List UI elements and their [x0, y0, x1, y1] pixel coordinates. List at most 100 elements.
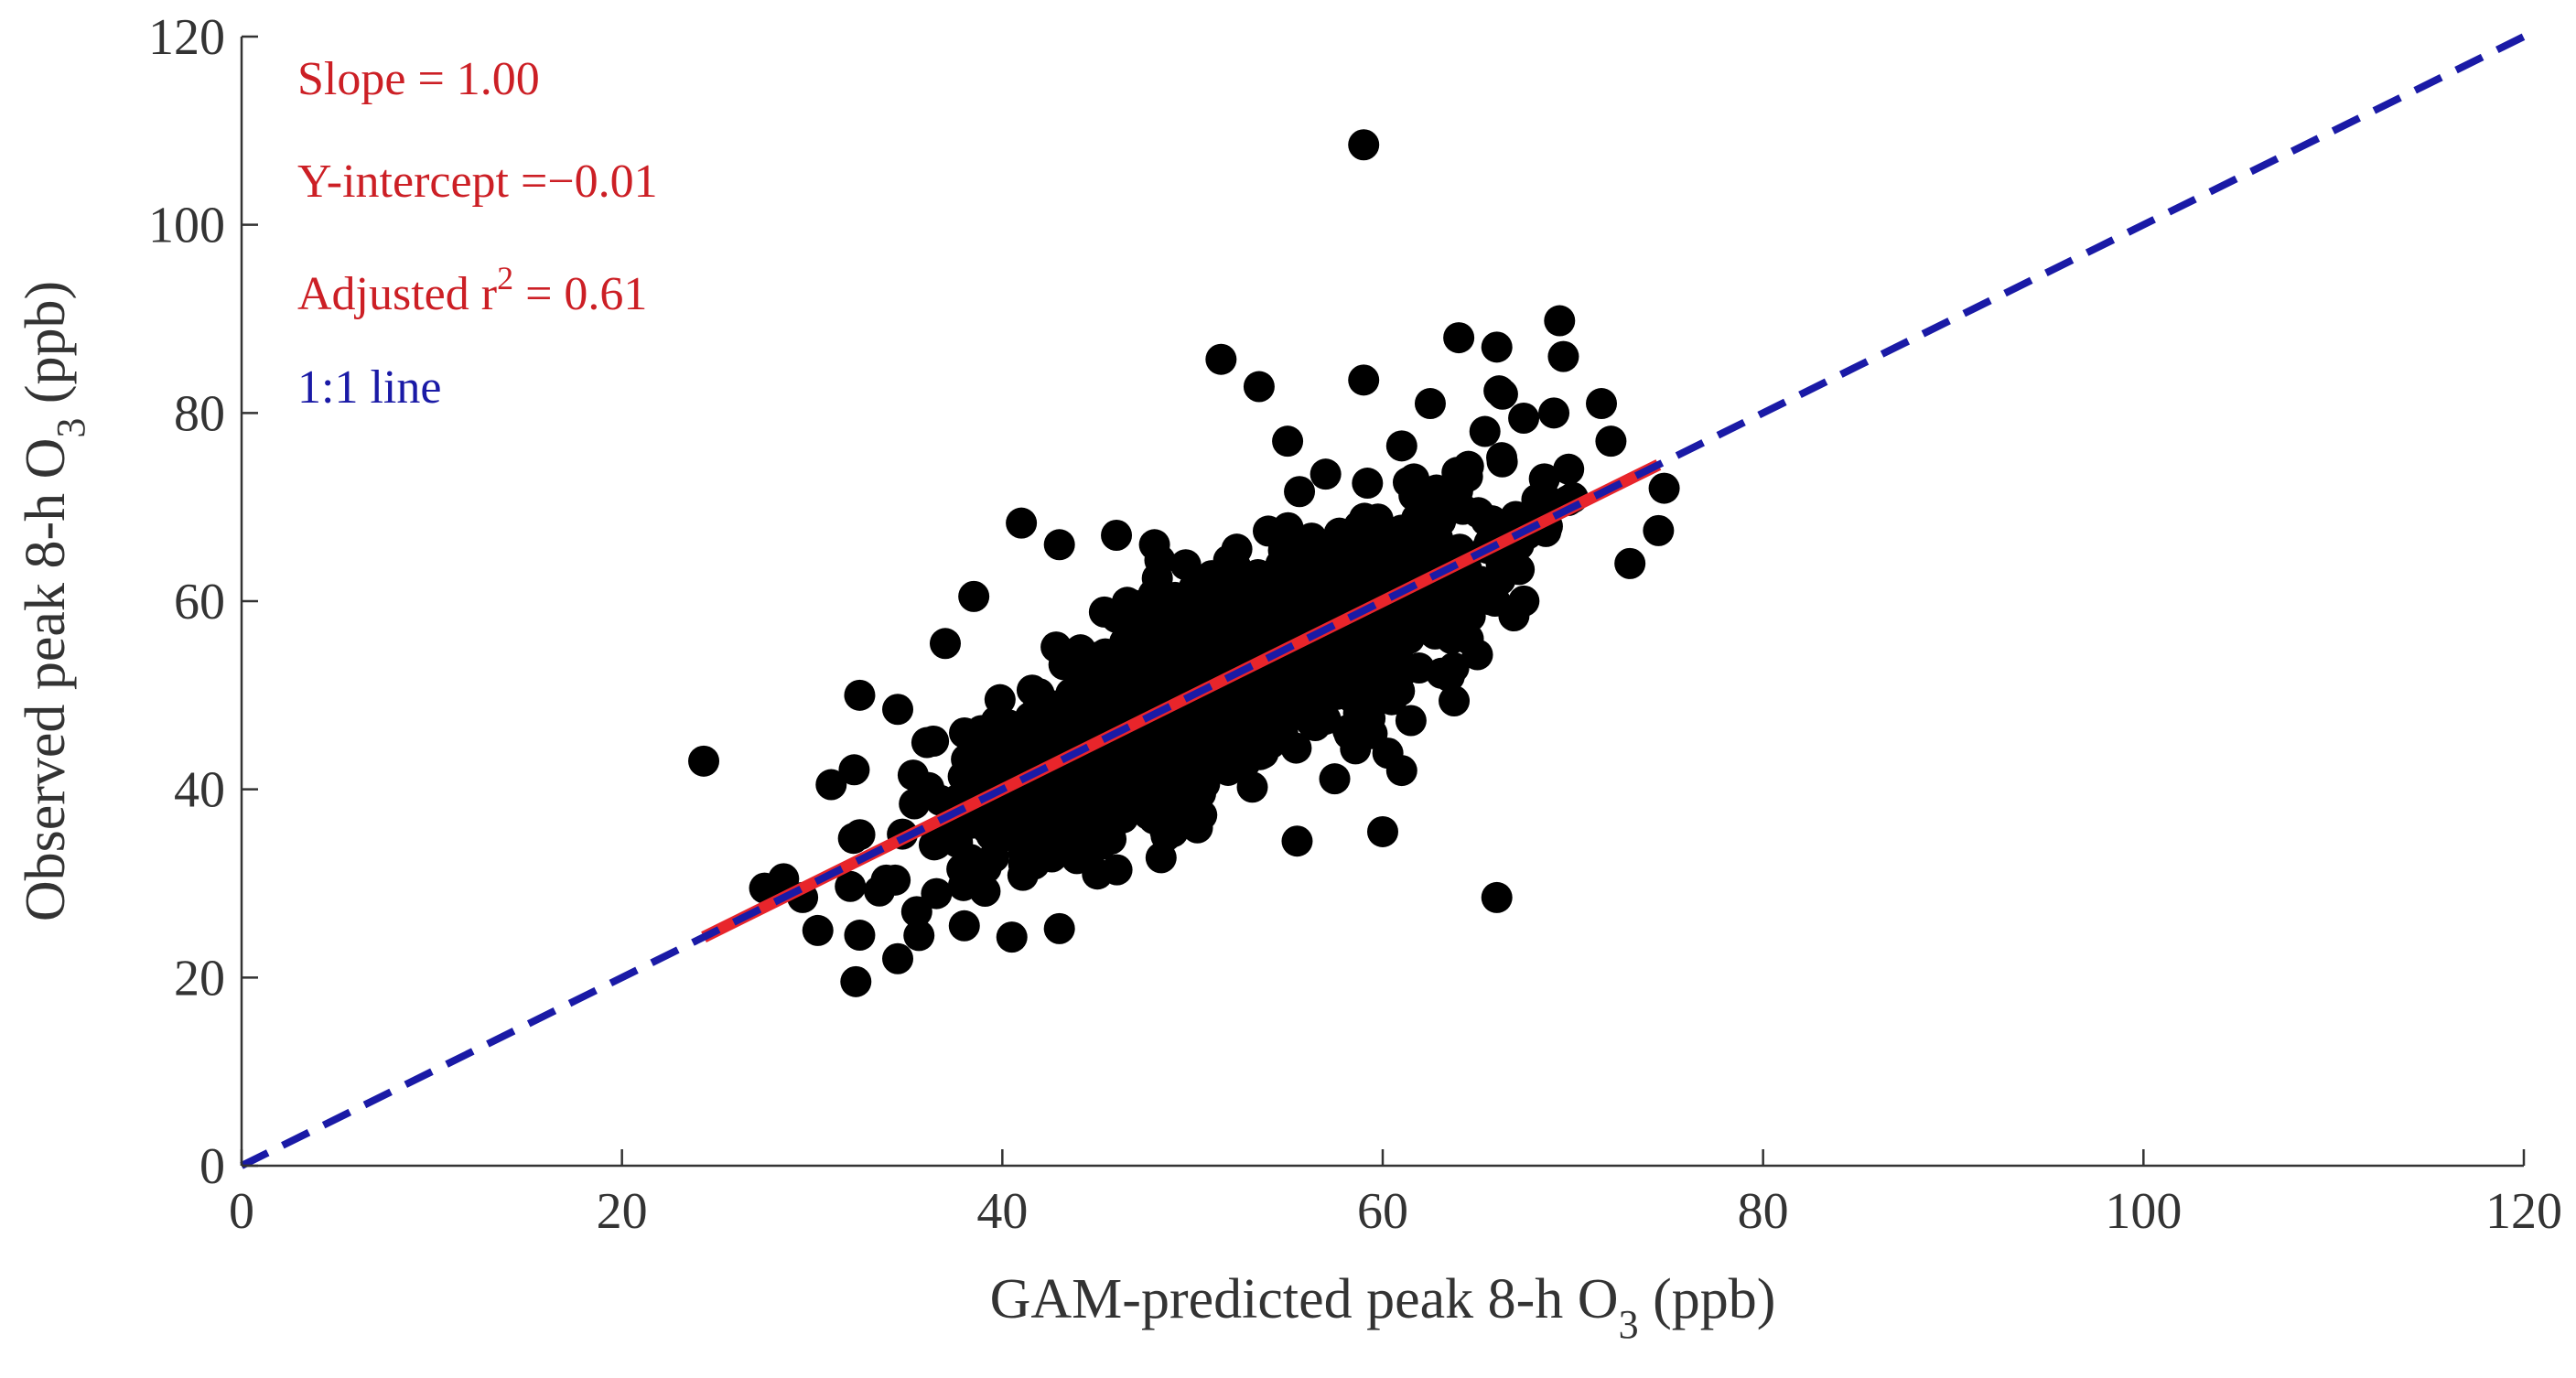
scatter-point	[882, 694, 914, 726]
scatter-point	[1101, 520, 1133, 552]
scatter-point	[899, 788, 931, 820]
scatter-point	[1643, 514, 1675, 546]
intercept-annotation: Y-intercept =−0.01	[297, 156, 658, 208]
scatter-point	[815, 769, 847, 801]
r2-prefix: Adjusted r	[297, 268, 497, 320]
scatter-point	[1528, 463, 1560, 495]
x-tick-label: 0	[229, 1183, 254, 1240]
scatter-point	[1544, 305, 1576, 337]
scatter-point	[1508, 403, 1540, 435]
scatter-point	[921, 877, 953, 910]
scatter-point	[1595, 425, 1627, 458]
one-to-one-line	[240, 33, 2526, 1169]
scatter-point	[1340, 733, 1372, 765]
x-axis-label: GAM-predicted peak 8-h O3 (ppb)	[990, 1268, 1776, 1347]
scatter-point	[1267, 671, 1299, 703]
scatter-point	[1386, 655, 1418, 687]
y-tick-label: 20	[174, 950, 225, 1007]
scatter-point	[948, 910, 980, 942]
scatter-point	[1352, 468, 1384, 500]
scatter-point	[1441, 475, 1473, 507]
scatter-point	[1236, 590, 1268, 622]
scatter-point	[802, 914, 834, 946]
scatter-point	[1281, 825, 1313, 857]
scatter-point	[1180, 781, 1212, 813]
x-label-sub: 3	[1619, 1302, 1639, 1347]
scatter-point	[1385, 430, 1417, 462]
scatter-point	[1284, 476, 1316, 508]
scatter-point	[1006, 507, 1038, 539]
scatter-point	[1092, 802, 1124, 834]
scatter-point	[1124, 685, 1156, 717]
scatter-point	[1191, 584, 1223, 616]
scatter-point	[1243, 371, 1275, 403]
scatter-point	[1184, 716, 1216, 748]
scatter-point	[1547, 340, 1579, 372]
scatter-point	[1486, 378, 1518, 410]
y-tick-label: 80	[174, 385, 225, 442]
scatter-point	[1553, 453, 1585, 485]
scatter-point	[1054, 770, 1086, 802]
scatter-point	[1614, 547, 1646, 579]
scatter-point	[918, 725, 950, 757]
scatter-point	[1504, 554, 1536, 586]
scatter-point	[882, 942, 914, 974]
x-label-unit: (ppb)	[1639, 1268, 1776, 1330]
scatter-point	[838, 754, 870, 786]
scatter-point	[1648, 472, 1680, 504]
scatter-point	[1396, 538, 1428, 570]
scatter-point	[969, 875, 1001, 907]
oneone-annotation: 1:1 line	[297, 361, 441, 414]
scatter-point	[1283, 593, 1315, 625]
scatter-point	[1181, 812, 1213, 844]
scatter-point	[1481, 881, 1513, 913]
scatter-point	[1020, 694, 1052, 727]
scatter-point	[1314, 554, 1346, 586]
scatter-point	[989, 727, 1021, 759]
scatter-point	[1150, 820, 1182, 852]
scatter-point	[1220, 551, 1252, 583]
scatter-point	[1389, 597, 1421, 629]
scatter-point	[1321, 577, 1353, 609]
scatter-point	[1375, 684, 1407, 716]
scatter-point	[840, 965, 872, 997]
scatter-point	[1336, 682, 1368, 714]
scatter-point	[1395, 705, 1427, 737]
x-tick-label: 80	[1738, 1183, 1789, 1240]
axis-ticks: 0 20 40 60 80 100 120 0 20 40 60 80 100 120	[148, 9, 2562, 1240]
x-tick-label: 120	[2485, 1183, 2562, 1240]
scatter-point	[1498, 600, 1530, 632]
scatter-point	[1452, 623, 1484, 655]
scatter-point	[964, 745, 996, 777]
scatter-point	[1230, 747, 1262, 779]
scatter-point	[1236, 771, 1268, 803]
scatter-point	[1349, 502, 1381, 534]
scatter-point	[1138, 529, 1170, 561]
scatter-point	[900, 896, 932, 928]
scatter-point	[1367, 815, 1398, 847]
scatter-point	[1308, 673, 1340, 705]
scatter-point	[929, 628, 961, 660]
scatter-point	[1272, 425, 1304, 458]
scatter-point	[1159, 741, 1191, 773]
chart-marks	[240, 33, 2526, 1169]
y-tick-label: 60	[174, 574, 225, 630]
scatter-point	[1471, 576, 1504, 608]
r2-superscript: 2	[497, 260, 513, 296]
scatter-point	[1092, 703, 1124, 735]
slope-annotation: Slope = 1.00	[297, 53, 540, 105]
scatter-point	[1319, 763, 1351, 795]
scatter-point	[1433, 661, 1465, 693]
scatter-point	[1138, 604, 1170, 636]
y-tick-label: 0	[199, 1138, 225, 1195]
y-label-sub: 3	[49, 418, 93, 438]
scatter-point	[1137, 769, 1169, 801]
scatter-point	[1197, 636, 1229, 668]
scatter-point	[1141, 562, 1173, 594]
scatter-point	[688, 745, 720, 777]
scatter-point	[1112, 737, 1144, 769]
scatter-point	[958, 580, 990, 612]
scatter-point	[844, 679, 876, 711]
scatter-point	[1088, 596, 1120, 628]
x-tick-label: 20	[597, 1183, 648, 1240]
